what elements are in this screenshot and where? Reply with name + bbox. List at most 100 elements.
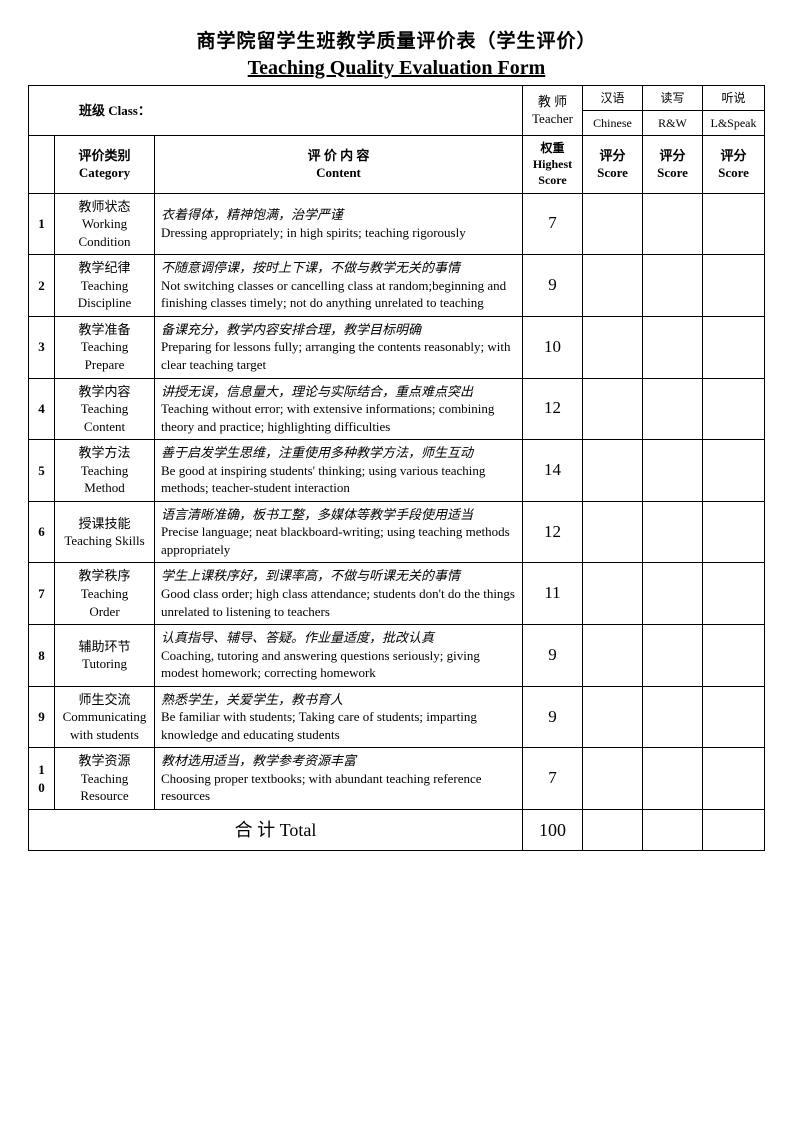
subject-lspeak-cn: 听说 bbox=[703, 85, 765, 110]
score-input-cell[interactable] bbox=[703, 316, 765, 378]
score-input-cell[interactable] bbox=[703, 748, 765, 810]
row-highest-score: 12 bbox=[523, 501, 583, 563]
table-row: 9 师生交流Communicatingwith students熟悉学生，关爱学生… bbox=[29, 686, 765, 748]
title-english: Teaching Quality Evaluation Form bbox=[28, 55, 765, 81]
col-header-score-1: 评分 Score bbox=[583, 136, 643, 194]
row-category: 辅助环节Tutoring bbox=[55, 625, 155, 687]
subject-chinese-cn: 汉语 bbox=[583, 85, 643, 110]
row-content: 学生上课秩序好，到课率高，不做与听课无关的事情Good class order;… bbox=[155, 563, 523, 625]
score-input-cell[interactable] bbox=[703, 440, 765, 502]
score-input-cell[interactable] bbox=[703, 686, 765, 748]
score-input-cell[interactable] bbox=[583, 255, 643, 317]
row-content: 语言清晰准确，板书工整，多媒体等教学手段使用适当Precise language… bbox=[155, 501, 523, 563]
row-content: 善于启发学生思维，注重使用多种教学方法，师生互动Be good at inspi… bbox=[155, 440, 523, 502]
subject-chinese-en: Chinese bbox=[583, 110, 643, 135]
score-input-cell[interactable] bbox=[643, 625, 703, 687]
evaluation-form: 商学院留学生班教学质量评价表（学生评价） Teaching Quality Ev… bbox=[0, 0, 793, 851]
teacher-label-cn: 教 师 bbox=[538, 94, 567, 109]
score-input-cell[interactable] bbox=[583, 378, 643, 440]
row-number: 8 bbox=[29, 625, 55, 687]
row-number: 7 bbox=[29, 563, 55, 625]
column-header-row: 评价类别 Category 评 价 内 容 Content 权重 Highest… bbox=[29, 136, 765, 194]
score-input-cell[interactable] bbox=[643, 255, 703, 317]
score-input-cell[interactable] bbox=[703, 193, 765, 255]
row-highest-score: 10 bbox=[523, 316, 583, 378]
row-highest-score: 14 bbox=[523, 440, 583, 502]
col-header-highest: 权重 Highest Score bbox=[523, 136, 583, 194]
total-score-2[interactable] bbox=[643, 810, 703, 851]
row-number: 5 bbox=[29, 440, 55, 502]
table-row: 1教师状态WorkingCondition衣着得体，精神饱满，治学严谨Dress… bbox=[29, 193, 765, 255]
teacher-label-en: Teacher bbox=[532, 111, 573, 126]
form-title: 商学院留学生班教学质量评价表（学生评价） Teaching Quality Ev… bbox=[28, 30, 765, 81]
score-input-cell[interactable] bbox=[703, 255, 765, 317]
col-header-num bbox=[29, 136, 55, 194]
score-input-cell[interactable] bbox=[583, 316, 643, 378]
row-category: 教师状态WorkingCondition bbox=[55, 193, 155, 255]
row-category: 教学方法TeachingMethod bbox=[55, 440, 155, 502]
col-header-content: 评 价 内 容 Content bbox=[155, 136, 523, 194]
header-row-class: 班级 Class： 教 师 Teacher 汉语 读写 听说 bbox=[29, 85, 765, 110]
score-input-cell[interactable] bbox=[583, 440, 643, 502]
score-input-cell[interactable] bbox=[643, 378, 703, 440]
score-input-cell[interactable] bbox=[643, 686, 703, 748]
score-input-cell[interactable] bbox=[643, 193, 703, 255]
row-category: 教学纪律TeachingDiscipline bbox=[55, 255, 155, 317]
row-highest-score: 7 bbox=[523, 193, 583, 255]
teacher-header: 教 师 Teacher bbox=[523, 85, 583, 135]
table-row: 7教学秩序TeachingOrder学生上课秩序好，到课率高，不做与听课无关的事… bbox=[29, 563, 765, 625]
row-category: 教学内容TeachingContent bbox=[55, 378, 155, 440]
score-input-cell[interactable] bbox=[583, 193, 643, 255]
row-category: 教学秩序TeachingOrder bbox=[55, 563, 155, 625]
row-content: 衣着得体，精神饱满，治学严谨Dressing appropriately; in… bbox=[155, 193, 523, 255]
score-input-cell[interactable] bbox=[583, 501, 643, 563]
row-number: 1 bbox=[29, 193, 55, 255]
title-chinese: 商学院留学生班教学质量评价表（学生评价） bbox=[28, 30, 765, 55]
subject-rw-en: R&W bbox=[643, 110, 703, 135]
score-input-cell[interactable] bbox=[643, 316, 703, 378]
score-input-cell[interactable] bbox=[643, 440, 703, 502]
row-highest-score: 9 bbox=[523, 686, 583, 748]
table-row: 10教学资源TeachingResource教材选用适当，教学参考资源丰富Cho… bbox=[29, 748, 765, 810]
row-category: 教学资源TeachingResource bbox=[55, 748, 155, 810]
row-highest-score: 11 bbox=[523, 563, 583, 625]
table-row: 5教学方法TeachingMethod善于启发学生思维，注重使用多种教学方法，师… bbox=[29, 440, 765, 502]
row-content: 熟悉学生，关爱学生，教书育人Be familiar with students;… bbox=[155, 686, 523, 748]
score-input-cell[interactable] bbox=[583, 748, 643, 810]
row-highest-score: 12 bbox=[523, 378, 583, 440]
score-input-cell[interactable] bbox=[583, 563, 643, 625]
score-input-cell[interactable] bbox=[583, 625, 643, 687]
subject-rw-cn: 读写 bbox=[643, 85, 703, 110]
row-content: 备课充分，教学内容安排合理，教学目标明确Preparing for lesson… bbox=[155, 316, 523, 378]
score-input-cell[interactable] bbox=[703, 563, 765, 625]
table-row: 2教学纪律TeachingDiscipline不随意调停课，按时上下课，不做与教… bbox=[29, 255, 765, 317]
score-input-cell[interactable] bbox=[643, 748, 703, 810]
row-highest-score: 9 bbox=[523, 625, 583, 687]
col-header-score-2: 评分 Score bbox=[643, 136, 703, 194]
row-category: 授课技能Teaching Skills bbox=[55, 501, 155, 563]
score-input-cell[interactable] bbox=[643, 563, 703, 625]
score-input-cell[interactable] bbox=[703, 501, 765, 563]
total-row: 合 计 Total 100 bbox=[29, 810, 765, 851]
table-row: 3教学准备TeachingPrepare备课充分，教学内容安排合理，教学目标明确… bbox=[29, 316, 765, 378]
row-number: 3 bbox=[29, 316, 55, 378]
total-label: 合 计 Total bbox=[29, 810, 523, 851]
class-label-cell: 班级 Class： bbox=[29, 85, 523, 135]
row-category: 师生交流Communicatingwith students bbox=[55, 686, 155, 748]
total-score-3[interactable] bbox=[703, 810, 765, 851]
row-category: 教学准备TeachingPrepare bbox=[55, 316, 155, 378]
table-row: 6授课技能Teaching Skills语言清晰准确，板书工整，多媒体等教学手段… bbox=[29, 501, 765, 563]
score-input-cell[interactable] bbox=[643, 501, 703, 563]
score-input-cell[interactable] bbox=[703, 378, 765, 440]
row-content: 不随意调停课，按时上下课，不做与教学无关的事情Not switching cla… bbox=[155, 255, 523, 317]
row-content: 认真指导、辅导、答疑。作业量适度，批改认真Coaching, tutoring … bbox=[155, 625, 523, 687]
score-input-cell[interactable] bbox=[703, 625, 765, 687]
row-number: 6 bbox=[29, 501, 55, 563]
col-header-category: 评价类别 Category bbox=[55, 136, 155, 194]
col-header-score-3: 评分 Score bbox=[703, 136, 765, 194]
class-label: 班级 Class： bbox=[79, 103, 151, 118]
score-input-cell[interactable] bbox=[583, 686, 643, 748]
total-value: 100 bbox=[523, 810, 583, 851]
row-number: 10 bbox=[29, 748, 55, 810]
total-score-1[interactable] bbox=[583, 810, 643, 851]
